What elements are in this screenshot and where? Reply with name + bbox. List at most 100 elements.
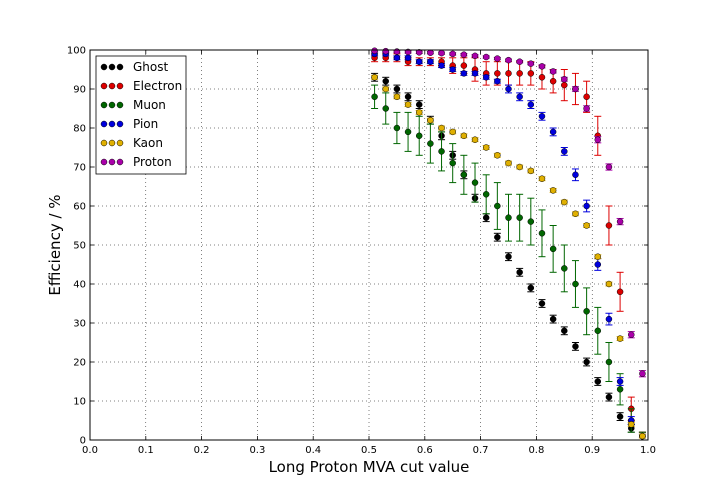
data-point [471,52,479,60]
legend-marker [116,158,124,166]
series-muon [371,84,646,441]
data-point [527,167,535,175]
data-point [449,66,456,73]
data-point [460,171,468,179]
data-point [471,136,479,143]
axis-ticks: 0.0 0.1 0.2 0.3 0.4 0.5 0.6 0.7 0.8 0.9 1.0 0 10 20 30… [67,46,656,457]
data-point [516,163,523,171]
data-point [583,222,590,229]
legend-box [95,55,187,175]
data-point [594,378,602,385]
legend-marker [116,120,124,128]
data-point [505,159,512,167]
data-point [572,343,579,350]
data-point [482,53,490,61]
data-point [594,253,602,260]
data-point [538,74,546,81]
data-point [494,202,501,210]
data-point [616,288,624,296]
data-point [527,284,535,292]
data-point [449,128,456,136]
data-point [527,101,535,108]
data-point [505,56,512,64]
data-point [616,218,624,225]
data-point [628,421,635,428]
data-point [516,93,523,101]
y-tick-label: 40 [73,280,86,291]
data-point [572,210,579,218]
data-point [594,327,602,335]
data-point [427,140,434,147]
data-point [583,202,590,210]
data-point [427,116,434,124]
data-point [561,81,568,89]
x-tick-label: 0.5 [361,445,377,456]
data-point [438,148,445,155]
data-point [438,124,445,132]
data-point [516,214,523,221]
legend: Ghost Electron Muon Pion Kaon Proton [95,55,187,175]
data-point [438,49,445,57]
data-point [382,105,389,112]
data-point [583,93,590,101]
data-point [549,187,557,194]
legend-marker [100,120,108,128]
x-tick-label: 0.8 [528,445,544,456]
data-point [415,109,423,116]
data-point [460,70,468,77]
data-point [393,48,401,55]
data-point [415,58,423,65]
data-point [494,77,501,85]
data-point [516,269,523,276]
data-point [494,55,501,62]
data-point [505,70,512,77]
data-point [482,191,490,198]
y-tick-label: 80 [73,124,86,135]
x-tick-label: 0.3 [249,445,265,456]
data-point [505,253,512,260]
data-point [393,124,401,132]
data-point [527,70,535,77]
data-point [594,136,602,143]
y-tick-label: 10 [73,397,86,408]
data-point [538,175,546,182]
x-tick-label: 0.0 [82,445,98,456]
data-point [449,50,456,58]
legend-marker [108,63,116,71]
data-point [438,62,445,69]
data-point [371,93,378,101]
y-tick-label: 100 [67,46,86,57]
data-point [494,233,501,241]
data-point [538,113,546,120]
data-point [482,74,490,81]
data-point [549,68,557,75]
data-point [382,47,389,55]
data-point [639,432,646,440]
data-point [628,331,635,338]
legend-marker [116,82,124,90]
data-point [505,85,512,93]
data-point [404,101,412,108]
data-point [482,214,490,221]
data-point [505,214,512,221]
legend-marker [100,63,108,71]
data-point [415,49,423,56]
data-point [572,280,579,288]
data-point [538,63,546,70]
data-point [572,171,579,179]
data-point [549,77,557,85]
data-point [527,60,535,67]
data-point [616,413,624,420]
series-ghost [371,72,646,441]
data-point [605,393,613,401]
data-point [549,315,557,323]
data-point [404,93,412,101]
data-point [605,280,613,288]
data-point [393,54,401,62]
x-axis-label: Long Proton MVA cut value [269,458,470,476]
data-point [393,93,401,101]
data-point [561,327,568,335]
legend-marker [116,139,124,147]
x-tick-label: 0.6 [417,445,433,456]
